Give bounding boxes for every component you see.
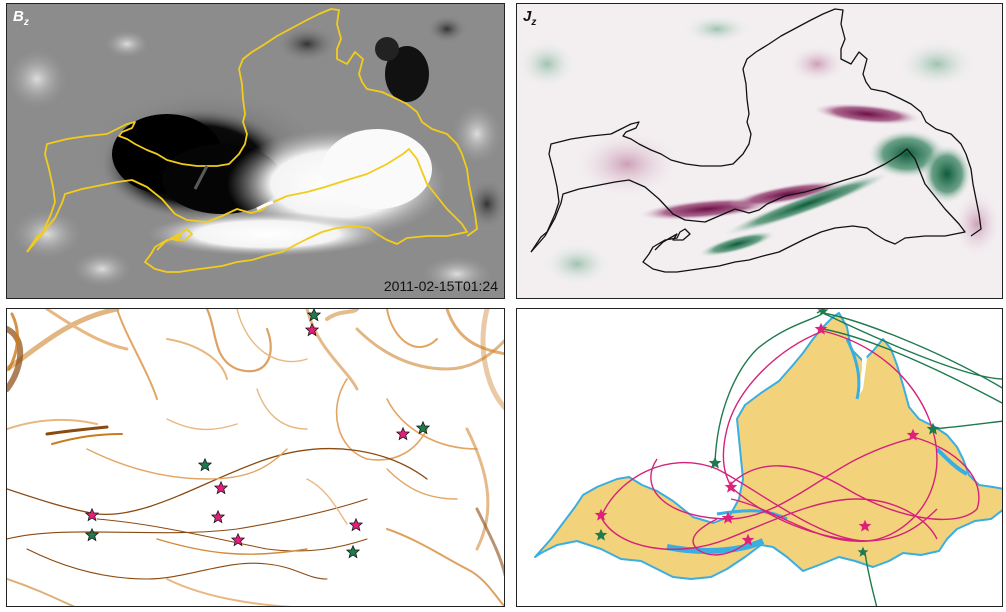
bz-image <box>7 4 504 298</box>
jz-panel-label: Jz <box>523 8 536 28</box>
flux-region <box>534 312 1002 580</box>
qsl-image <box>7 309 504 606</box>
panel-field-lines <box>516 308 1003 607</box>
jz-symbol: J <box>523 8 532 25</box>
bz-subscript: z <box>23 17 29 28</box>
bz-symbol: B <box>13 8 24 25</box>
fieldline-image <box>517 309 1002 606</box>
observation-timestamp: 2011-02-15T01:24 <box>383 278 498 294</box>
jz-subscript: z <box>531 17 537 28</box>
jz-image <box>517 4 1002 298</box>
panel-bz-magnetogram: Bz 2011-02-15T01:24 <box>6 3 505 299</box>
panel-jz-current: Jz <box>516 3 1003 299</box>
bz-panel-label: Bz <box>13 8 29 28</box>
panel-qsl-map <box>6 308 505 607</box>
